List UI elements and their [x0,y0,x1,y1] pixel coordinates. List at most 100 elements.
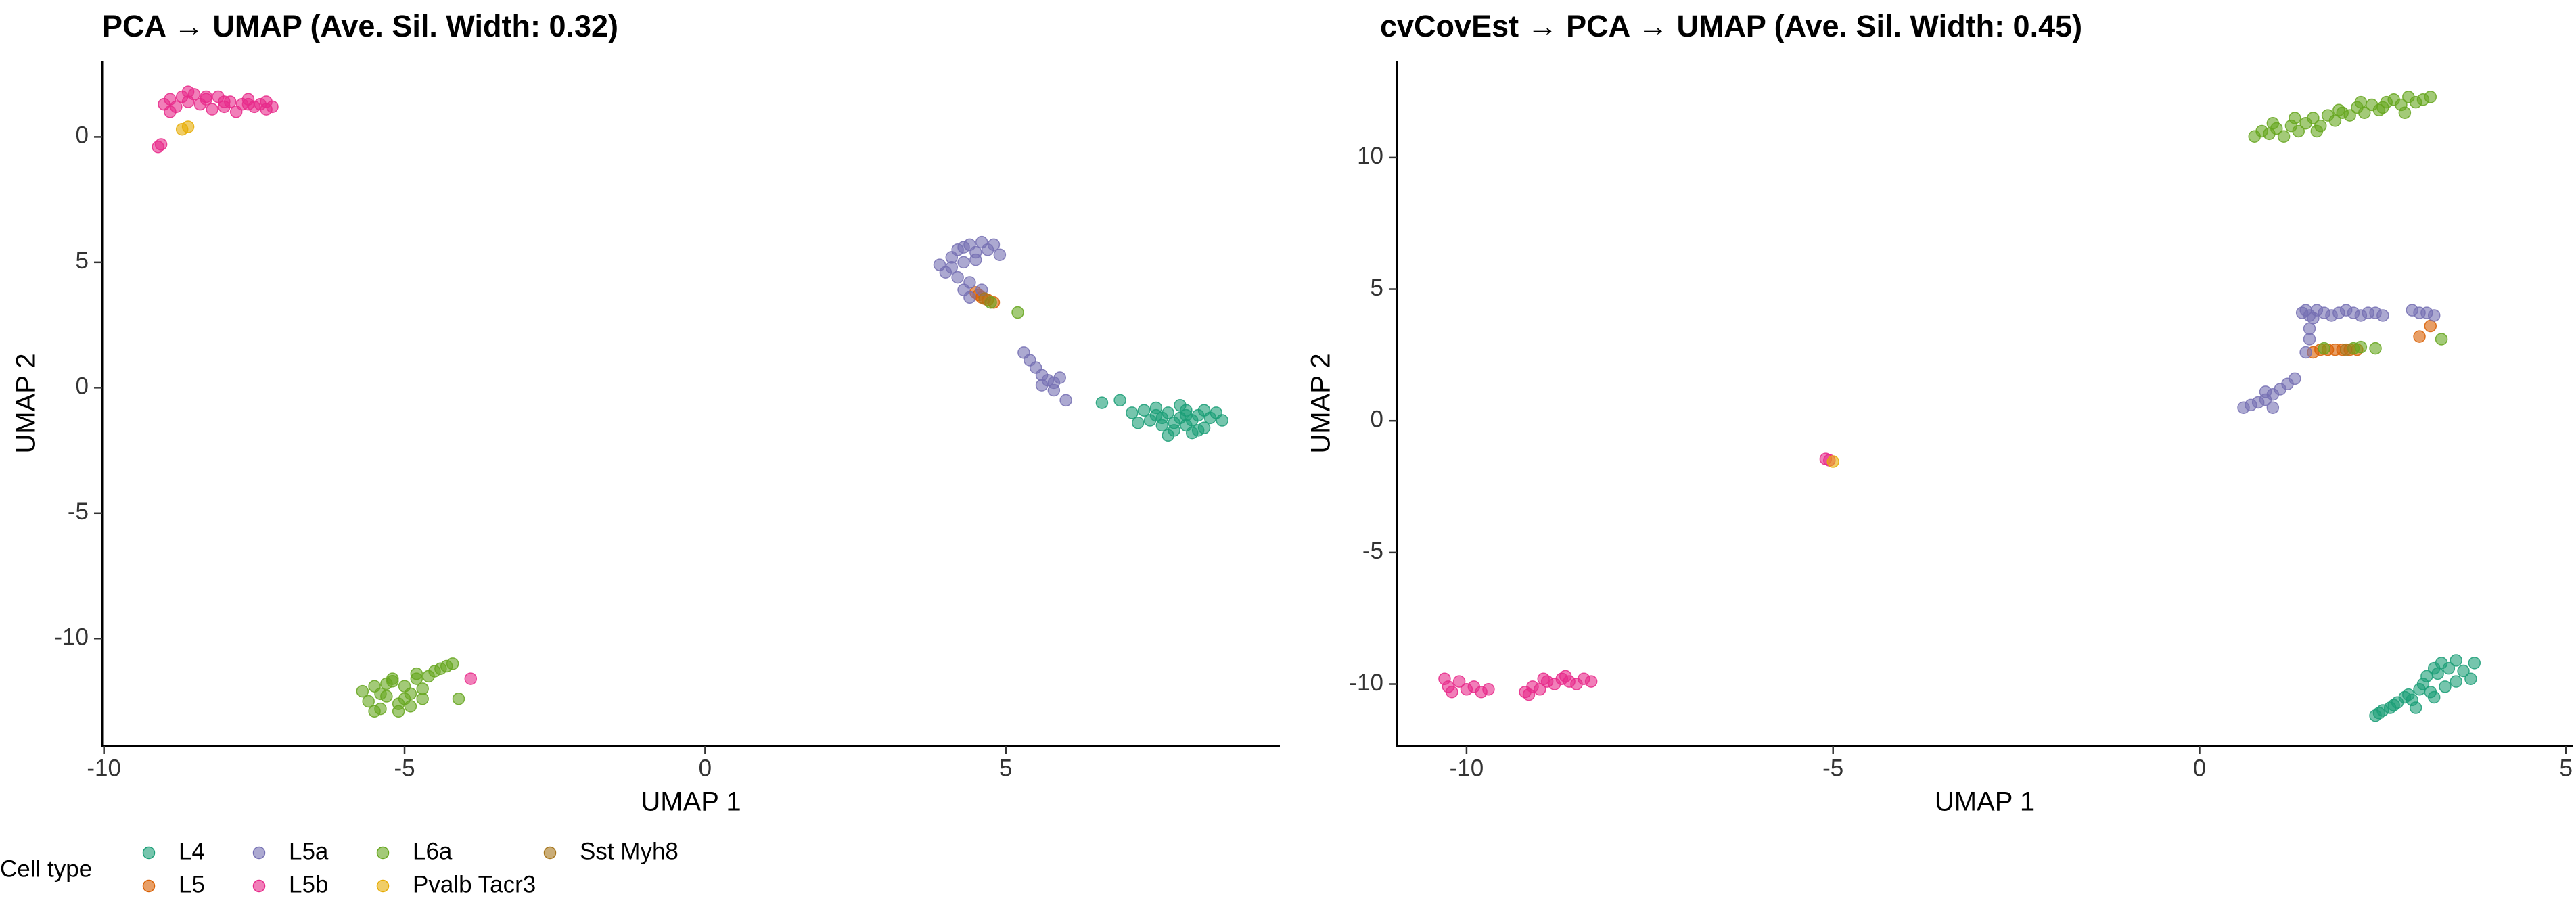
data-point [978,292,991,305]
data-point [957,256,970,269]
point-series [152,85,478,685]
data-point [1095,396,1109,409]
data-point [1537,672,1550,685]
data-point [1011,306,1024,319]
y-tick-label: -5 [1362,538,1383,564]
legend-marker [543,846,557,860]
y-tick-label: 5 [1371,275,1383,301]
x-tick-label: 5 [2560,755,2573,781]
data-point [1482,683,1495,696]
x-axis-title: UMAP 1 [1935,787,2035,817]
data-point [464,672,478,685]
y-axis-title: UMAP 2 [12,353,41,453]
data-point [1174,399,1187,412]
y-tick-label: 0 [76,373,89,400]
point-series [175,120,195,136]
data-point [356,684,369,698]
point-series [356,296,1024,718]
data-point [1826,455,1839,468]
data-point [398,693,411,705]
data-point [1584,675,1598,688]
point-series [2369,654,2481,722]
data-point [1155,411,1169,425]
data-point [2457,664,2470,678]
point-series [2237,304,2441,414]
x-tick-label: -5 [1822,755,1843,781]
data-point [2303,322,2316,335]
legend-label: L5b [289,871,328,897]
x-tick-label: 0 [2193,755,2206,781]
data-point [2354,95,2368,109]
data-point [1197,404,1211,417]
legend-marker [142,846,156,860]
data-point [993,248,1007,261]
x-tick-label: -10 [1450,755,1484,781]
data-point [1035,379,1049,392]
data-point [1053,371,1066,384]
data-point [2292,124,2305,138]
data-point [181,85,195,98]
legend-label: L5a [289,838,329,864]
data-point [2299,346,2312,359]
data-point [2376,309,2389,322]
data-point [2413,330,2426,343]
data-point [2450,654,2462,667]
data-point [374,687,387,701]
data-point [452,693,465,705]
data-point [2431,667,2444,680]
point-series [1095,394,1228,442]
data-point [416,693,429,705]
data-point [1126,406,1138,419]
data-point [1168,416,1180,429]
data-point [2442,661,2456,675]
data-point [2266,117,2280,130]
data-point [1047,383,1061,397]
y-tick-label: -5 [68,498,89,525]
data-point [1162,429,1174,442]
data-point [1452,675,1466,688]
legend-label: Pvalb Tacr3 [413,871,536,897]
data-point [2369,342,2382,355]
data-point [1149,401,1163,415]
data-point [2464,672,2477,685]
x-tick-label: -10 [87,755,121,781]
data-point [987,238,1001,252]
data-point [1180,408,1193,422]
legend-label: Sst Myh8 [580,838,678,864]
point-series [1438,452,1836,701]
data-point [218,95,231,108]
data-point [1137,404,1151,417]
data-point [2266,401,2280,414]
data-point [2307,312,2320,325]
legend: Cell type L4 L5 L5a L5b L6a Pvalb Tacr3 Sst Myh… [0,838,678,897]
data-point [1216,414,1228,427]
data-point [392,705,405,718]
legend-marker [252,846,266,860]
legend-label: L4 [179,838,205,864]
point-series [1826,455,1839,468]
y-tick-label: 0 [76,122,89,149]
data-point [957,241,970,254]
data-point [242,97,255,111]
data-point [368,705,381,718]
data-point [951,271,964,284]
y-tick-label: 0 [1371,406,1383,432]
y-tick-label: -10 [54,624,89,650]
legend-label: L5 [179,871,205,897]
data-point [2277,130,2291,143]
data-point [2259,385,2272,398]
data-point [2339,343,2353,356]
data-point [2427,309,2441,322]
data-point [2468,657,2481,670]
data-point [969,253,982,266]
data-point [1559,670,1572,683]
data-point [362,695,375,708]
legend-marker [142,879,156,893]
chart-title: cvCovEst → PCA → UMAP (Ave. Sil. Width: … [1380,9,2082,43]
data-point [1059,394,1072,407]
x-axis-title: UMAP 1 [641,787,741,817]
data-point [410,667,423,680]
data-point [1446,685,1458,699]
panel: cvCovEst → PCA → UMAP (Ave. Sil. Width: … [1306,9,2573,817]
chart-title: PCA → UMAP (Ave. Sil. Width: 0.32) [102,9,618,43]
